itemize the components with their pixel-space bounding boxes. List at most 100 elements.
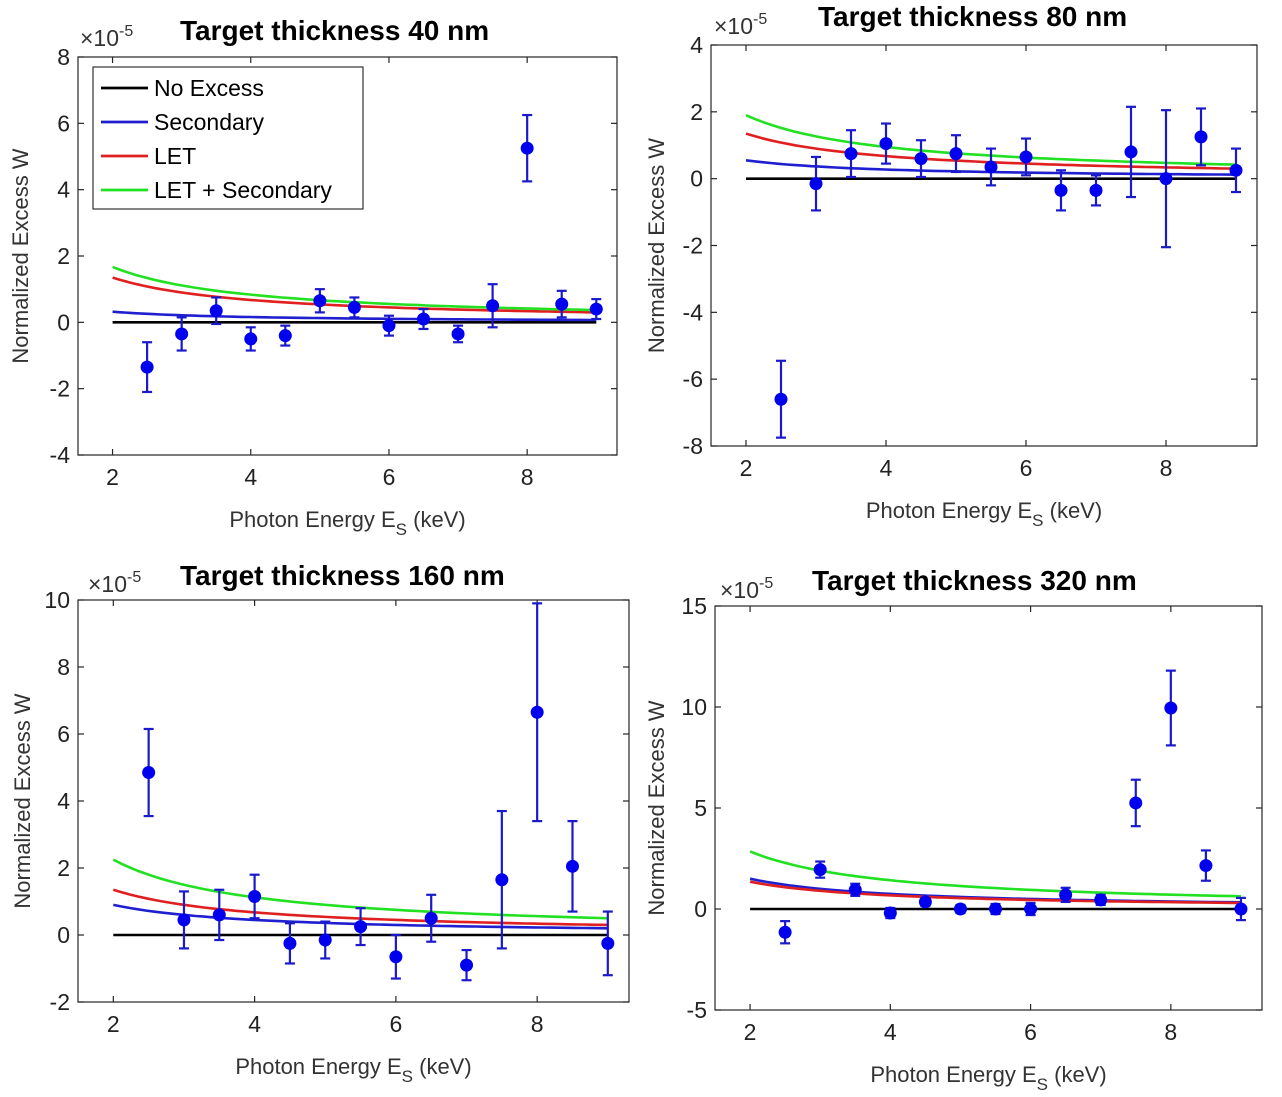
y-tick-label: 8 [57, 654, 70, 680]
svg-text:LET: LET [154, 143, 196, 169]
x-tick-label: 4 [880, 455, 893, 481]
data-point [1194, 107, 1208, 167]
data-point [177, 890, 191, 950]
y-tick-label: 0 [57, 309, 70, 335]
chart-title: Target thickness 40 nm [180, 15, 489, 46]
x-tick-label: 8 [1164, 1019, 1177, 1045]
data-point [879, 122, 893, 165]
y-tick-label: -2 [50, 376, 70, 402]
data-point [589, 298, 603, 321]
legend-entry: LET + Secondary [101, 177, 332, 203]
data-point [844, 129, 858, 179]
x-tick-label: 6 [383, 464, 396, 490]
svg-text:LET + Secondary: LET + Secondary [154, 177, 332, 203]
y-tick-label: -8 [683, 433, 703, 459]
y-tick-label: 6 [57, 721, 70, 747]
data-point [1124, 105, 1138, 199]
y-tick-label: 8 [57, 44, 70, 70]
curve-let-secondary [749, 850, 1242, 898]
curve-secondary [112, 310, 597, 322]
x-tick-label: 2 [106, 464, 119, 490]
data-point [1199, 849, 1213, 882]
data-point [424, 893, 438, 943]
y-tick-label: 4 [690, 32, 703, 58]
data-point [520, 113, 534, 183]
data-point [248, 873, 262, 920]
y-tick-label: 0 [57, 922, 70, 948]
x-axis-label: Photon Energy ES (keV) [229, 507, 465, 539]
y-tick-label: 0 [694, 896, 707, 922]
data-point [175, 316, 189, 352]
data-point [1164, 669, 1178, 747]
data-point [382, 314, 396, 337]
data-point [1229, 147, 1243, 194]
data-point [1234, 896, 1248, 922]
y-tick-label: -4 [50, 442, 71, 468]
chart-svg-320nm: 2 4 6 8 -5 0 5 10 15 ×10-5 Target thickness 320 nm… [644, 565, 1263, 1094]
axes-box-160nm [77, 599, 630, 1003]
y-tick-label: 6 [57, 110, 70, 136]
svg-text:Secondary: Secondary [154, 109, 264, 135]
data-point [809, 155, 823, 212]
data-point [209, 296, 223, 326]
chart-title: Target thickness 80 nm [818, 1, 1127, 32]
data-point [212, 888, 226, 942]
data-point [486, 283, 500, 329]
legend-entry: Secondary [101, 109, 264, 135]
chart-panel-80nm: 2 4 6 8 -8 -6 -4 -2 0 2 4 ×10-5 Target thickness 80 … [641, 0, 1282, 548]
data-point [244, 326, 258, 352]
y-tick-label: -2 [683, 233, 703, 259]
data-point [601, 910, 615, 977]
data-point [949, 134, 963, 174]
chart-panel-160nm: 2 4 6 8 -2 0 2 4 6 8 10 ×10-5 Target thickness 160 n… [0, 548, 641, 1096]
data-point [495, 809, 509, 950]
y-tick-label: 4 [57, 177, 70, 203]
axes-box-80nm [710, 44, 1258, 447]
y-tick-label: 5 [694, 795, 707, 821]
data-point [451, 324, 465, 344]
x-tick-label: 6 [1020, 455, 1033, 481]
data-point [1089, 174, 1103, 207]
chart-svg-40nm: 2 4 6 8 -4 -2 0 2 4 6 8 ×10-5 Target thickness 40 nm… [8, 15, 618, 539]
data-point [1059, 886, 1073, 904]
y-axis-label: Normalized Excess W [10, 693, 35, 908]
y-tick-label: 0 [690, 166, 703, 192]
y-exponent-label: ×10-5 [720, 575, 773, 603]
y-exponent-label: ×10-5 [80, 23, 133, 51]
y-tick-label: -2 [50, 989, 70, 1015]
data-point [1094, 893, 1108, 907]
x-tick-label: 4 [248, 1011, 261, 1037]
legend: No Excess Secondary LET LET + Secondary [92, 66, 364, 210]
x-tick-label: 4 [884, 1019, 897, 1045]
data-point [1129, 778, 1143, 828]
y-tick-label: 15 [681, 593, 707, 619]
x-tick-label: 2 [107, 1011, 120, 1037]
y-axis-label: Normalized Excess W [8, 148, 33, 363]
data-point [530, 602, 544, 823]
y-axis-label: Normalized Excess W [644, 138, 669, 353]
data-point [1054, 169, 1068, 212]
data-point [389, 933, 403, 980]
data-point [278, 324, 292, 347]
x-tick-label: 8 [521, 464, 534, 490]
data-point [813, 860, 827, 879]
y-exponent-label: ×10-5 [714, 11, 767, 39]
data-point [984, 147, 998, 187]
y-tick-label: 2 [57, 855, 70, 881]
y-axis-label: Normalized Excess W [644, 700, 669, 915]
legend-entry: LET [101, 143, 196, 169]
y-tick-label: 2 [57, 243, 70, 269]
x-tick-label: 2 [740, 455, 753, 481]
data-point [140, 341, 154, 394]
data-point [848, 882, 862, 897]
data-point [1159, 109, 1173, 249]
axes-box-320nm [714, 605, 1263, 1011]
x-tick-label: 6 [1024, 1019, 1037, 1045]
data-point [313, 288, 327, 314]
x-tick-label: 6 [389, 1011, 402, 1037]
x-tick-label: 2 [744, 1019, 757, 1045]
y-tick-label: 10 [681, 694, 707, 720]
x-axis-label: Photon Energy ES (keV) [235, 1054, 471, 1086]
y-tick-label: 10 [44, 587, 70, 613]
